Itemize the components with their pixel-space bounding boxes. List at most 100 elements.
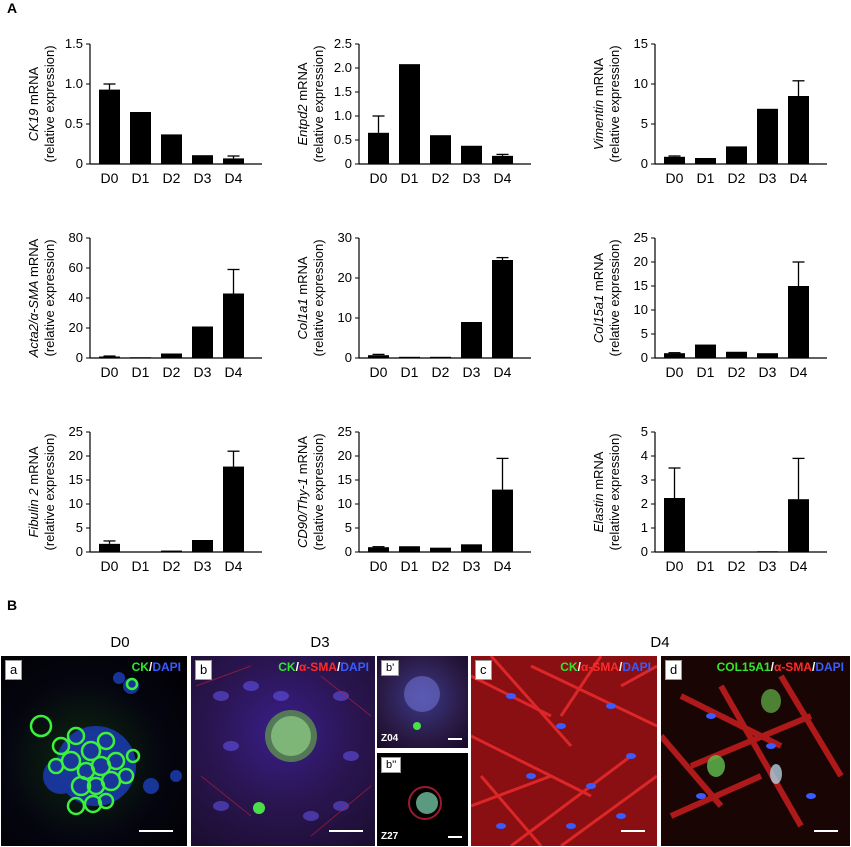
y-tick-label: 20	[634, 254, 648, 269]
bar	[430, 547, 451, 552]
x-tick-label: D1	[401, 558, 419, 574]
ck-positive-cluster	[29, 672, 182, 816]
y-tick-label: 20	[338, 448, 352, 463]
x-tick-label: D0	[101, 558, 119, 574]
x-tick-label: D3	[759, 364, 777, 380]
x-tick-label: D4	[790, 364, 808, 380]
bar	[788, 499, 809, 552]
x-tick-label: D0	[370, 170, 388, 186]
y-tick-label: 5	[641, 326, 648, 341]
x-tick-label: D1	[697, 364, 715, 380]
x-tick-label: D0	[666, 364, 684, 380]
scale-bar	[448, 738, 462, 740]
y-tick-label: 0	[641, 544, 648, 559]
epithelial-cluster	[195, 665, 372, 837]
x-tick-label: D2	[163, 364, 181, 380]
y-axis-label-suffix: (relative expression)	[607, 433, 622, 550]
scale-bar	[621, 830, 645, 832]
micrograph-b-prime: b' Z04	[377, 656, 468, 748]
y-tick-label: 10	[69, 496, 83, 511]
y-tick-label: 1.5	[334, 84, 352, 99]
y-tick-label: 25	[338, 424, 352, 439]
bar	[430, 356, 451, 358]
x-tick-label: D3	[759, 170, 777, 186]
y-tick-label: 5	[641, 116, 648, 131]
y-tick-label: 20	[69, 448, 83, 463]
panel-letter-c: c	[475, 660, 492, 680]
scale-bar	[814, 830, 838, 832]
z-slice-cluster	[404, 676, 440, 730]
y-tick-label: 0	[641, 156, 648, 171]
x-tick-label: D2	[728, 170, 746, 186]
column-label-d3: D3	[310, 634, 330, 651]
y-tick-label: 5	[345, 520, 352, 535]
y-tick-label: 80	[69, 230, 83, 245]
y-tick-label: 1	[641, 520, 648, 535]
y-axis-label-suffix: (relative expression)	[42, 239, 57, 356]
y-tick-label: 1.0	[65, 76, 83, 91]
x-tick-label: D2	[432, 170, 450, 186]
bar	[223, 466, 244, 552]
bar	[130, 551, 151, 553]
x-tick-label: D1	[697, 558, 715, 574]
bar	[399, 356, 420, 358]
z-label-b-double-prime: Z27	[381, 831, 399, 842]
y-tick-label: 2.0	[334, 60, 352, 75]
x-tick-label: D0	[666, 170, 684, 186]
y-tick-label: 0	[76, 350, 83, 365]
bar	[461, 145, 482, 164]
y-tick-label: 0.5	[65, 116, 83, 131]
bar	[161, 134, 182, 164]
y-axis-label-suffix: (relative expression)	[42, 433, 57, 550]
bar	[726, 146, 747, 164]
y-tick-label: 25	[69, 424, 83, 439]
bar	[130, 112, 151, 164]
y-tick-label: 25	[634, 230, 648, 245]
z-label-b-prime: Z04	[381, 733, 399, 744]
column-label-d4: D4	[650, 634, 670, 651]
bar	[492, 260, 513, 358]
bar	[695, 551, 716, 553]
y-axis-label-suffix: (relative expression)	[311, 433, 326, 550]
x-tick-label: D2	[432, 558, 450, 574]
stain-legend-b: CK/α-SMA/DAPI	[278, 660, 369, 674]
x-tick-label: D0	[101, 364, 119, 380]
y-tick-label: 10	[634, 76, 648, 91]
bar	[99, 356, 120, 358]
y-tick-label: 15	[634, 278, 648, 293]
x-tick-label: D4	[225, 170, 243, 186]
y-axis-label-suffix: (relative expression)	[311, 239, 326, 356]
panel-letter-b-prime: b'	[381, 660, 400, 676]
micrograph-b: b CK/α-SMA/DAPI	[191, 656, 375, 846]
bar	[461, 322, 482, 358]
bar	[223, 158, 244, 164]
y-tick-label: 5	[76, 520, 83, 535]
bar	[192, 326, 213, 358]
y-tick-label: 2	[641, 496, 648, 511]
x-tick-label: D2	[163, 558, 181, 574]
z-slice-cluster	[408, 786, 442, 820]
scale-bar	[329, 830, 363, 832]
bar	[788, 286, 809, 358]
y-tick-label: 0.5	[334, 132, 352, 147]
bar	[664, 353, 685, 358]
bar	[368, 547, 389, 552]
bar	[99, 89, 120, 164]
x-tick-label: D0	[370, 364, 388, 380]
x-tick-label: D4	[225, 558, 243, 574]
y-axis-label-suffix: (relative expression)	[311, 45, 326, 162]
y-tick-label: 60	[69, 260, 83, 275]
x-tick-label: D2	[728, 364, 746, 380]
bar	[368, 132, 389, 164]
bar	[664, 498, 685, 552]
x-tick-label: D3	[194, 170, 212, 186]
y-tick-label: 1.0	[334, 108, 352, 123]
x-tick-label: D1	[401, 170, 419, 186]
bar	[130, 357, 151, 358]
y-tick-label: 15	[338, 472, 352, 487]
bar	[223, 293, 244, 358]
y-tick-label: 0	[641, 350, 648, 365]
x-tick-label: D4	[494, 364, 512, 380]
column-label-d0: D0	[110, 634, 130, 651]
x-tick-label: D0	[101, 170, 119, 186]
